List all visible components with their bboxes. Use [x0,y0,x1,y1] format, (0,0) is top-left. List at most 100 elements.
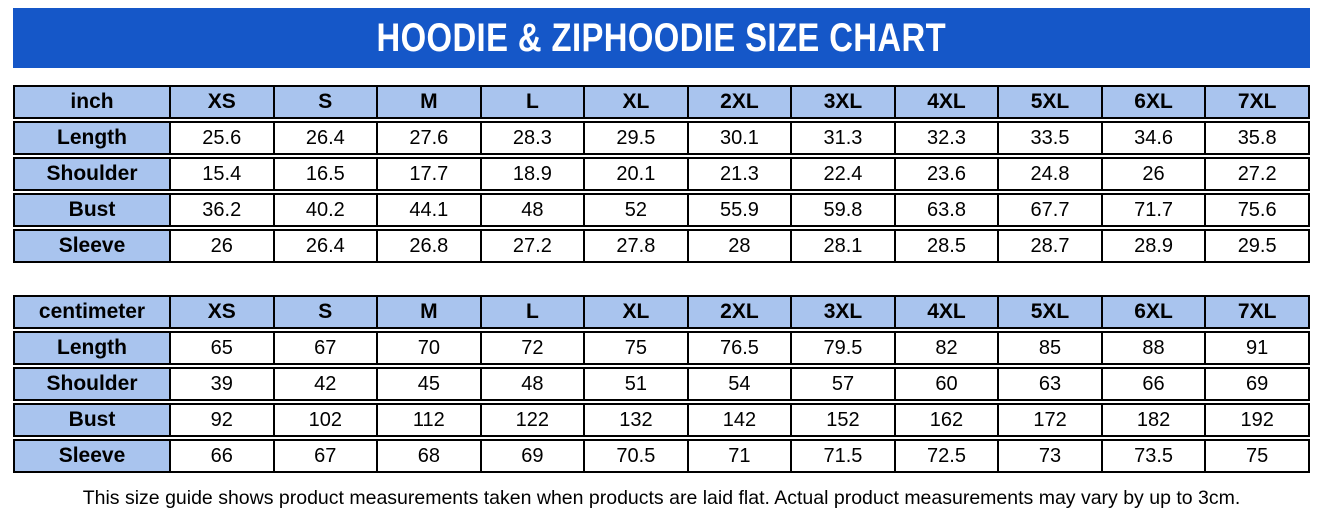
measurement-value-cell: 23.6 [895,157,1000,191]
measurement-label-cell: Bust [13,193,171,227]
measurement-value-cell: 69 [1206,367,1310,401]
size-header-cell: 5XL [999,295,1103,329]
measurement-value-cell: 71.5 [792,439,896,473]
size-header-cell: 7XL [1206,85,1310,119]
measurement-value-cell: 27.2 [481,229,586,263]
size-table-centimeter: centimeter XS S M L XL 2XL 3XL 4XL 5XL 6XL 7XL Lengt… [13,293,1310,475]
footer-note: This size guide shows product measuremen… [82,487,1241,509]
measurement-value-cell: 71 [688,439,793,473]
measurement-label-cell: Shoulder [13,367,171,401]
measurement-value-cell: 72 [481,331,586,365]
measurement-value-cell: 28.5 [895,229,1000,263]
measurement-value-cell: 66 [171,439,275,473]
size-header-cell: XS [171,295,275,329]
measurement-row: Sleeve 26 26.4 26.8 27.2 27.8 28 28.1 28.5 28.7 28… [13,229,1310,263]
measurement-value-cell: 67.7 [999,193,1103,227]
measurement-label-cell: Shoulder [13,157,171,191]
measurement-value-cell: 39 [171,367,275,401]
measurement-row: Bust 36.2 40.2 44.1 48 52 55.9 59.8 63.8 67.7 71.7… [13,193,1310,227]
measurement-label-cell: Sleeve [13,229,171,263]
measurement-row: Bust 92 102 112 122 132 142 152 162 172 182 192 [13,403,1310,437]
measurement-value-cell: 72.5 [895,439,1000,473]
measurement-value-cell: 27.8 [585,229,689,263]
measurement-value-cell: 73 [999,439,1103,473]
measurement-value-cell: 75 [585,331,689,365]
measurement-value-cell: 57 [792,367,896,401]
measurement-value-cell: 82 [895,331,1000,365]
measurement-value-cell: 69 [481,439,586,473]
measurement-value-cell: 66 [1102,367,1207,401]
title-banner: HOODIE & ZIPHOODIE SIZE CHART [13,8,1310,68]
size-header-cell: 4XL [895,85,1000,119]
size-header-row: inch XS S M L XL 2XL 3XL 4XL 5XL 6XL 7XL [13,85,1310,119]
measurement-value-cell: 26 [171,229,275,263]
measurement-value-cell: 18.9 [481,157,586,191]
size-header-cell: 6XL [1102,85,1207,119]
measurement-value-cell: 29.5 [585,121,689,155]
measurement-value-cell: 92 [171,403,275,437]
measurement-row: Shoulder 15.4 16.5 17.7 18.9 20.1 21.3 22.4 23.6… [13,157,1310,191]
measurement-value-cell: 122 [481,403,586,437]
measurement-value-cell: 31.3 [792,121,896,155]
measurement-value-cell: 42 [274,367,379,401]
measurement-value-cell: 28 [688,229,793,263]
measurement-value-cell: 35.8 [1206,121,1310,155]
measurement-row: Length 65 67 70 72 75 76.5 79.5 82 85 88 91 [13,331,1310,365]
measurement-value-cell: 52 [585,193,689,227]
measurement-value-cell: 79.5 [792,331,896,365]
measurement-value-cell: 25.6 [171,121,275,155]
size-header-cell: L [481,295,586,329]
unit-label-cell: centimeter [13,295,171,329]
measurement-value-cell: 26.4 [274,229,379,263]
unit-label-cell: inch [13,85,171,119]
measurement-value-cell: 67 [274,439,379,473]
measurement-value-cell: 32.3 [895,121,1000,155]
measurement-value-cell: 55.9 [688,193,793,227]
measurement-value-cell: 24.8 [999,157,1103,191]
measurement-value-cell: 60 [895,367,1000,401]
measurement-label-cell: Length [13,121,171,155]
measurement-value-cell: 192 [1206,403,1310,437]
measurement-value-cell: 162 [895,403,1000,437]
measurement-value-cell: 63.8 [895,193,1000,227]
measurement-row: Length 25.6 26.4 27.6 28.3 29.5 30.1 31.3 32.3 33… [13,121,1310,155]
measurement-label-cell: Sleeve [13,439,171,473]
size-header-cell: M [378,85,482,119]
measurement-value-cell: 91 [1206,331,1310,365]
size-header-cell: L [481,85,586,119]
size-header-cell: 4XL [895,295,1000,329]
measurement-value-cell: 44.1 [378,193,482,227]
measurement-row: Sleeve 66 67 68 69 70.5 71 71.5 72.5 73 73.5 75 [13,439,1310,473]
measurement-value-cell: 70 [378,331,482,365]
measurement-label-cell: Bust [13,403,171,437]
size-header-cell: M [378,295,482,329]
size-header-cell: 3XL [792,85,896,119]
measurement-value-cell: 67 [274,331,379,365]
size-header-cell: 5XL [999,85,1103,119]
measurement-value-cell: 68 [378,439,482,473]
measurement-value-cell: 45 [378,367,482,401]
measurement-value-cell: 73.5 [1102,439,1207,473]
size-header-cell: 2XL [688,85,793,119]
measurement-row: Shoulder 39 42 45 48 51 54 57 60 63 66 69 [13,367,1310,401]
measurement-value-cell: 16.5 [274,157,379,191]
measurement-value-cell: 102 [274,403,379,437]
measurement-value-cell: 63 [999,367,1103,401]
measurement-value-cell: 22.4 [792,157,896,191]
measurement-value-cell: 85 [999,331,1103,365]
measurement-value-cell: 75.6 [1206,193,1310,227]
measurement-value-cell: 29.5 [1206,229,1310,263]
size-header-cell: S [274,85,379,119]
measurement-value-cell: 152 [792,403,896,437]
size-table-inch: inch XS S M L XL 2XL 3XL 4XL 5XL 6XL 7XL Length 25.6 2… [13,83,1310,265]
measurement-value-cell: 88 [1102,331,1207,365]
size-header-cell: XL [585,85,689,119]
measurement-value-cell: 36.2 [171,193,275,227]
size-header-cell: 6XL [1102,295,1207,329]
measurement-value-cell: 28.1 [792,229,896,263]
measurement-value-cell: 26 [1102,157,1207,191]
page-title: HOODIE & ZIPHOODIE SIZE CHART [376,15,947,60]
measurement-value-cell: 26.4 [274,121,379,155]
measurement-value-cell: 21.3 [688,157,793,191]
measurement-value-cell: 71.7 [1102,193,1207,227]
